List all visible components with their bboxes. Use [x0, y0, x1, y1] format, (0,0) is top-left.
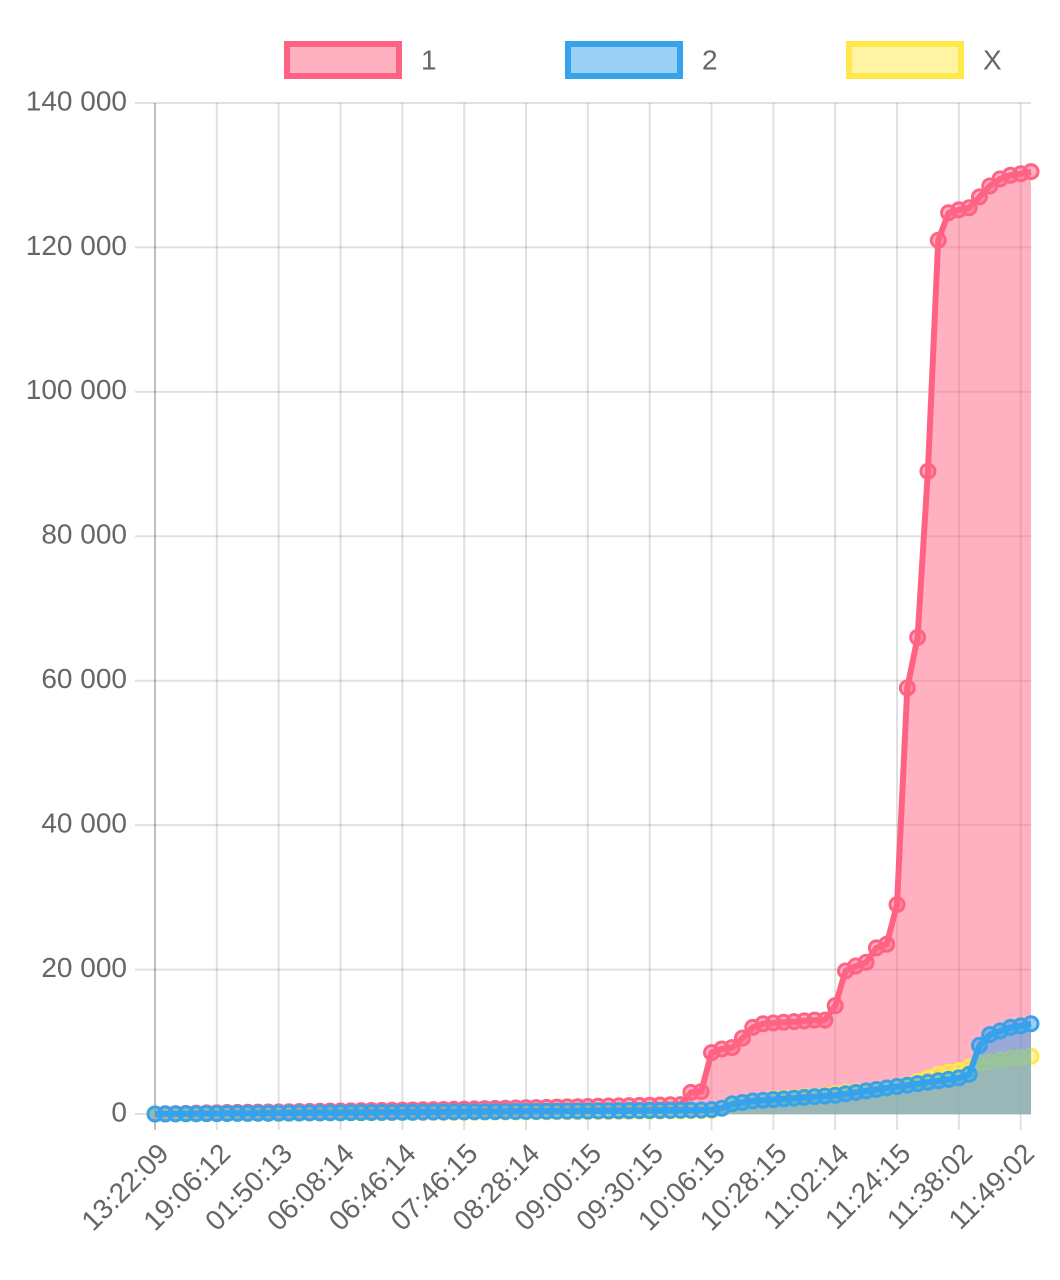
series — [146, 163, 1040, 1123]
point — [723, 1039, 741, 1057]
y-tick-label: 80 000 — [41, 519, 127, 550]
legend-swatch — [284, 41, 402, 79]
point — [826, 997, 844, 1015]
y-tick-label: 20 000 — [41, 952, 127, 983]
y-tick-label: 40 000 — [41, 808, 127, 839]
point — [1022, 163, 1040, 181]
point — [960, 199, 978, 217]
y-tick-label: 120 000 — [26, 230, 127, 261]
y-tick-label: 60 000 — [41, 663, 127, 694]
legend-swatch — [565, 41, 683, 79]
point — [970, 188, 988, 206]
series — [146, 1015, 1040, 1123]
point — [878, 935, 896, 953]
y-tick-label: 0 — [111, 1096, 127, 1127]
point — [919, 462, 937, 480]
y-tick-label: 100 000 — [26, 374, 127, 405]
area — [155, 171, 1031, 1115]
legend-label: 1 — [421, 44, 437, 75]
point — [816, 1011, 834, 1029]
point — [929, 231, 947, 249]
point — [733, 1029, 751, 1047]
point — [857, 953, 875, 971]
y-tick-label: 140 000 — [26, 85, 127, 116]
legend-swatch — [846, 41, 964, 79]
point — [960, 1065, 978, 1083]
area — [155, 1023, 1031, 1114]
point — [888, 896, 906, 914]
point — [1022, 1015, 1040, 1033]
point — [898, 679, 916, 697]
point — [692, 1083, 710, 1101]
legend-label: 2 — [702, 44, 718, 75]
point — [909, 628, 927, 646]
legend-label: X — [983, 44, 1002, 75]
point — [970, 1036, 988, 1054]
